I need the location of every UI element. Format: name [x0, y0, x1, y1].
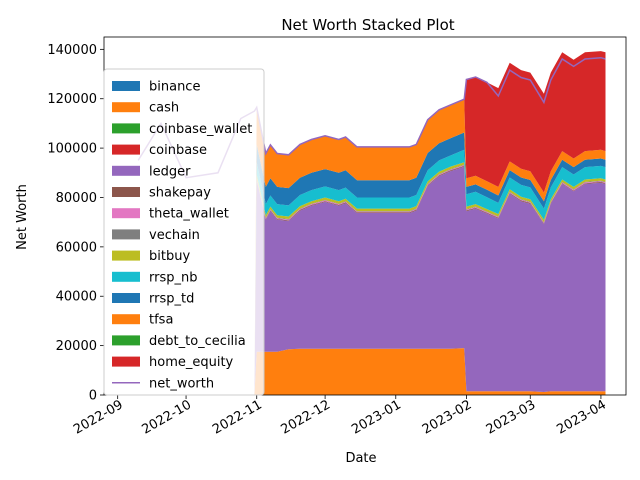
y-tick-label: 120000 [47, 92, 97, 107]
legend-label-shakepay: shakepay [149, 186, 211, 201]
legend-swatch-theta-wallet [112, 208, 140, 219]
legend-label-rrsp-nb: rrsp_nb [149, 270, 197, 285]
area-home-equity [138, 51, 606, 395]
legend-swatch-rrsp-td [112, 293, 140, 303]
legend-swatch-debt-to-cecilia [112, 335, 140, 346]
legend-label-home-equity: home_equity [149, 355, 234, 370]
legend-label-coinbase-wallet: coinbase_wallet [149, 122, 252, 137]
y-tick-label: 80000 [56, 191, 97, 206]
legend-swatch-cash [112, 102, 140, 113]
legend-swatch-coinbase-wallet [112, 123, 140, 134]
legend: binance cash coinbase_wallet coinbase ledger… [103, 68, 265, 396]
area-bitbuy [138, 162, 606, 395]
legend-swatch-vechain [112, 229, 140, 240]
legend-label-coinbase: coinbase [149, 143, 207, 158]
x-axis-label: Date [345, 451, 376, 466]
legend-label-cash: cash [149, 101, 179, 116]
legend-label-theta-wallet: theta_wallet [149, 207, 229, 222]
legend-label-bitbuy: bitbuy [149, 249, 190, 264]
y-tick-label: 140000 [47, 43, 97, 58]
legend-label-tfsa: tfsa [149, 313, 173, 328]
legend-swatch-coinbase [112, 144, 140, 155]
legend-label-ledger: ledger [149, 164, 191, 179]
legend-swatch-binance [112, 81, 140, 91]
legend-swatch-ledger [112, 165, 140, 176]
y-axis-ticks: 0 20000 40000 60000 80000 100000 120000 140000 [47, 43, 104, 404]
y-tick-label: 40000 [56, 290, 97, 305]
y-tick-label: 100000 [47, 142, 97, 157]
legend-swatch-home-equity [112, 356, 140, 367]
y-tick-label: 20000 [56, 339, 97, 354]
chart-title: Net Worth Stacked Plot [281, 16, 454, 34]
legend-label-net-worth: net_worth [149, 376, 214, 391]
legend-label-binance: binance [149, 80, 200, 95]
legend-label-debt-to-cecilia: debt_to_cecilia [149, 334, 246, 349]
legend-swatch-tfsa [112, 314, 140, 325]
y-axis-label: Net Worth [15, 184, 30, 250]
legend-swatch-bitbuy [112, 250, 140, 261]
y-tick-label: 0 [89, 389, 97, 404]
legend-label-vechain: vechain [149, 228, 200, 243]
y-tick-label: 60000 [56, 240, 97, 255]
legend-swatch-shakepay [112, 187, 140, 197]
legend-label-rrsp-td: rrsp_td [149, 292, 194, 307]
legend-box [103, 68, 265, 396]
legend-swatch-rrsp-nb [112, 271, 140, 282]
